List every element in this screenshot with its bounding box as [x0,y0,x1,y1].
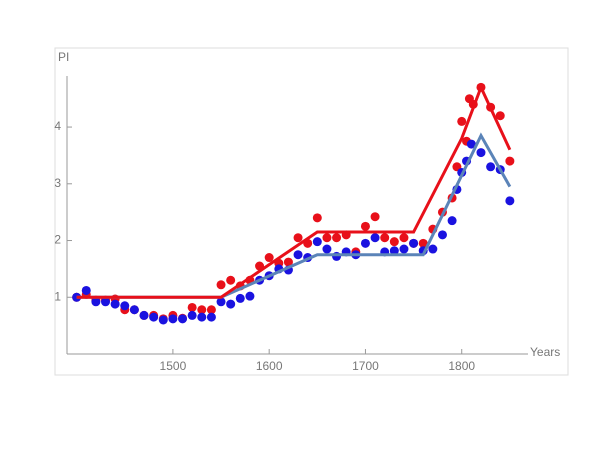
data-point [120,301,130,311]
data-point [235,293,245,303]
data-point [110,299,120,309]
data-point [389,237,399,247]
x-tick-label: 1600 [256,359,283,373]
data-point [360,238,370,248]
data-point [312,213,322,223]
data-point [264,253,274,263]
data-point [206,312,216,322]
y-tick-label: 1 [54,289,61,303]
y-axis-label: PI [58,50,69,64]
data-point [505,196,515,206]
data-point [197,312,207,322]
data-point [283,257,293,267]
data-point [101,297,111,307]
data-point [139,310,149,320]
data-point [399,233,409,243]
data-point [380,233,390,243]
data-point [447,216,457,226]
data-point [409,238,419,248]
data-point [158,315,168,325]
data-point [178,314,188,324]
data-point [486,162,496,172]
data-point [206,305,216,315]
data-point [197,305,207,315]
data-point [168,314,178,324]
data-point [399,244,409,254]
x-tick-label: 1800 [448,359,475,373]
data-point [437,230,447,240]
data-point [187,310,197,320]
data-point [149,312,159,322]
x-tick-label: 1500 [160,359,187,373]
data-point [457,116,467,126]
y-tick-label: 2 [54,233,61,247]
data-point [466,139,476,149]
data-point [129,305,139,315]
data-point [370,212,380,222]
data-point [216,280,226,290]
trend-line [76,132,512,299]
data-point [476,148,486,158]
trend-line [76,83,512,299]
data-point [91,297,101,307]
data-point [389,246,399,256]
data-point [245,291,255,301]
data-point [505,156,515,166]
data-point [187,302,197,312]
data-point [360,221,370,231]
y-tick-label: 3 [54,176,61,190]
data-point [495,111,505,121]
x-tick-label: 1700 [352,359,379,373]
data-point [418,238,428,248]
data-point [81,285,91,295]
data-point [293,250,303,260]
data-point [226,275,236,285]
data-point [322,244,332,254]
data-point [332,233,342,243]
plot-frame [54,47,569,376]
data-point [428,244,438,254]
y-tick-label: 4 [54,119,61,133]
data-point [322,233,332,243]
data-point [293,233,303,243]
data-point [312,237,322,247]
data-point [216,297,226,307]
data-point [370,233,380,243]
data-point [226,299,236,309]
x-axis-label: Years [530,345,560,359]
